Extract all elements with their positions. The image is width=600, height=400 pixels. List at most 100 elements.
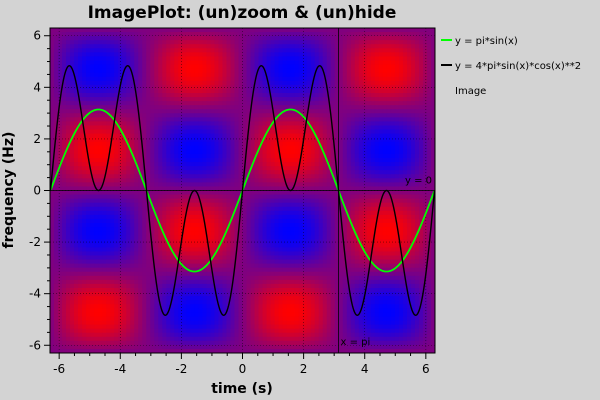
image-cell bbox=[402, 235, 408, 240]
image-cell bbox=[126, 158, 131, 163]
image-cell bbox=[266, 190, 272, 196]
image-cell bbox=[98, 68, 103, 74]
plot-canvas[interactable]: y = 0x = pi bbox=[49, 27, 436, 354]
image-cell bbox=[186, 194, 191, 200]
image-cell bbox=[154, 145, 159, 151]
image-cell bbox=[174, 145, 179, 151]
image-cell bbox=[118, 198, 123, 204]
image-cell bbox=[182, 113, 187, 118]
image-cell bbox=[334, 109, 340, 114]
image-cell bbox=[202, 133, 208, 139]
image-cell bbox=[110, 231, 115, 236]
image-cell bbox=[422, 32, 428, 37]
image-cell bbox=[322, 105, 328, 110]
image-cell bbox=[62, 76, 67, 82]
image-cell bbox=[86, 117, 91, 123]
image-cell bbox=[266, 141, 272, 147]
image-cell bbox=[362, 32, 368, 37]
image-cell bbox=[374, 56, 380, 62]
image-cell bbox=[174, 174, 179, 179]
image-cell bbox=[266, 178, 272, 183]
image-cell bbox=[114, 40, 119, 45]
image-cell bbox=[230, 158, 236, 163]
image-cell bbox=[406, 141, 412, 147]
image-cell bbox=[394, 190, 400, 196]
image-cell bbox=[182, 36, 187, 41]
image-cell bbox=[390, 145, 396, 151]
image-cell bbox=[350, 93, 356, 98]
image-cell bbox=[126, 153, 131, 159]
image-cell bbox=[154, 178, 159, 183]
image-cell bbox=[118, 162, 123, 167]
image-cell bbox=[138, 44, 143, 49]
image-cell bbox=[326, 68, 332, 74]
image-cell bbox=[206, 170, 212, 175]
image-cell bbox=[326, 76, 332, 82]
image-cell bbox=[270, 158, 276, 163]
image-cell bbox=[98, 40, 103, 45]
image-cell bbox=[82, 121, 87, 127]
image-cell bbox=[178, 218, 183, 224]
image-cell bbox=[146, 182, 151, 188]
image-cell bbox=[158, 227, 163, 232]
image-cell bbox=[294, 210, 300, 216]
image-cell bbox=[398, 158, 404, 163]
image-cell bbox=[206, 101, 212, 106]
image-cell bbox=[310, 109, 316, 114]
image-cell bbox=[278, 129, 284, 135]
image-cell bbox=[334, 72, 340, 78]
image-cell bbox=[394, 76, 400, 82]
image-cell bbox=[298, 109, 304, 114]
image-cell bbox=[274, 235, 280, 240]
image-cell bbox=[266, 48, 272, 53]
image-cell bbox=[118, 186, 123, 192]
image-cell bbox=[182, 48, 187, 53]
image-cell bbox=[234, 113, 240, 118]
image-cell bbox=[190, 210, 195, 216]
image-cell bbox=[302, 214, 308, 220]
image-cell bbox=[150, 109, 155, 114]
image-cell bbox=[374, 28, 380, 33]
image-cell bbox=[342, 72, 348, 78]
image-cell bbox=[366, 186, 372, 192]
image-cell bbox=[166, 93, 171, 98]
image-cell bbox=[358, 56, 364, 62]
image-cell bbox=[214, 88, 220, 94]
image-cell bbox=[414, 121, 420, 127]
image-cell bbox=[310, 84, 316, 90]
image-cell bbox=[154, 97, 159, 102]
image-cell bbox=[398, 178, 404, 183]
image-cell bbox=[418, 202, 424, 208]
image-cell bbox=[374, 158, 380, 163]
image-cell bbox=[234, 194, 240, 200]
image-cell bbox=[374, 166, 380, 171]
image-cell bbox=[310, 214, 316, 220]
image-cell bbox=[286, 60, 292, 66]
image-cell bbox=[322, 186, 328, 192]
image-cell bbox=[66, 194, 71, 200]
image-cell bbox=[358, 227, 364, 232]
image-cell bbox=[230, 52, 236, 58]
image-cell bbox=[398, 153, 404, 159]
image-cell bbox=[222, 214, 228, 220]
image-cell bbox=[418, 153, 424, 159]
image-cell bbox=[254, 162, 260, 167]
image-cell bbox=[274, 52, 280, 58]
image-cell bbox=[390, 28, 396, 33]
image-cell bbox=[202, 44, 208, 49]
image-cell bbox=[406, 162, 412, 167]
image-cell bbox=[146, 121, 151, 127]
image-cell bbox=[142, 231, 147, 236]
image-cell bbox=[210, 235, 216, 240]
image-cell bbox=[262, 178, 268, 183]
image-cell bbox=[338, 174, 344, 179]
image-cell bbox=[266, 149, 272, 155]
image-cell bbox=[422, 44, 428, 49]
image-cell bbox=[386, 68, 392, 74]
image-cell bbox=[186, 218, 191, 224]
image-cell bbox=[314, 166, 320, 171]
image-cell bbox=[146, 235, 151, 240]
image-cell bbox=[318, 97, 324, 102]
image-cell bbox=[134, 109, 139, 114]
image-cell bbox=[90, 227, 95, 232]
